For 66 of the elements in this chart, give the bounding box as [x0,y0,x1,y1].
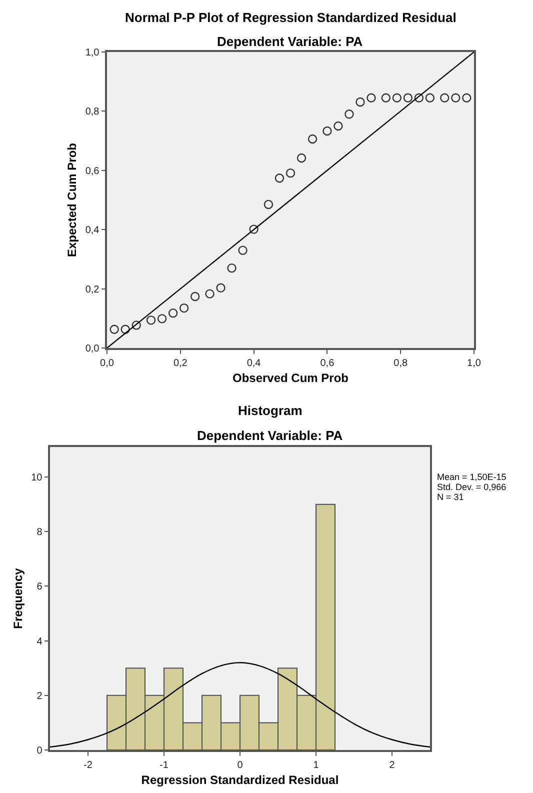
y-tick-label: 0,2 [85,284,100,296]
x-tick-label: -1 [160,760,169,771]
x-tick-label: 0 [237,760,244,771]
point [308,134,318,144]
point [425,93,435,102]
x-tick-label: 1,0 [467,358,482,369]
point [110,324,119,334]
point [205,289,214,298]
x-tick-label: 0,8 [394,358,408,369]
y-tick-label: 1,0 [85,48,100,58]
point [120,324,130,334]
y-tick-label: 0,4 [85,225,100,236]
point [451,93,460,102]
point [227,263,236,273]
y-tick-label: 0,6 [85,166,100,177]
y-tick-label: 8 [36,527,43,538]
y-tick-label: 0 [36,746,43,756]
x-tick-label: 0,4 [246,358,262,369]
chart-title: Normal P-P Plot of Regression Standardized Residual [125,10,456,25]
point [216,283,226,293]
point [334,121,343,131]
point [462,93,472,102]
x-tick-label: 1 [313,760,320,771]
x-tick-label: 0,6 [320,358,335,369]
line-series [50,662,430,748]
y-tick-label: 6 [36,582,43,593]
point [190,292,200,302]
point [179,303,189,313]
x-tick-label: 2 [389,760,396,771]
y-tick-label: 0,8 [85,106,100,118]
point [157,314,167,324]
point [238,246,248,255]
text: N = 31 [437,492,464,502]
chart-subtitle: Dependent Variable: PA [217,34,364,49]
point [168,308,178,318]
y-tick-label: 4 [36,636,43,648]
x-tick-label: -2 [84,760,93,771]
point [286,168,296,178]
y-tick-label: 2 [36,690,43,702]
point [440,93,450,102]
point [322,126,332,136]
y-tick-label: 10 [31,472,43,484]
chart-subtitle: Dependent Variable: PA [197,428,344,443]
point [381,93,391,102]
x-tick-label: 0,2 [173,358,188,369]
point [366,93,376,102]
x-axis-title: Regression Standardized Residual [141,773,339,788]
point [296,153,306,163]
y-axis-title: Expected Cum Prob [65,142,80,258]
point [356,97,365,107]
point [414,93,424,102]
point [132,320,141,330]
y-tick-label: 0,0 [85,344,100,354]
point [249,224,258,234]
point [403,93,413,102]
x-tick-label: 0,0 [100,358,114,369]
x-axis-title: Observed Cum Prob [232,371,349,386]
text: Mean = 1,50E-15 [437,472,506,482]
point [392,93,402,102]
text: Std. Dev. = 0,966 [437,482,506,492]
y-axis-title: Frequency [10,568,25,629]
point [344,110,354,119]
chart-title: Histogram [238,403,302,418]
point [274,174,284,183]
point [146,316,156,325]
point [264,200,274,210]
